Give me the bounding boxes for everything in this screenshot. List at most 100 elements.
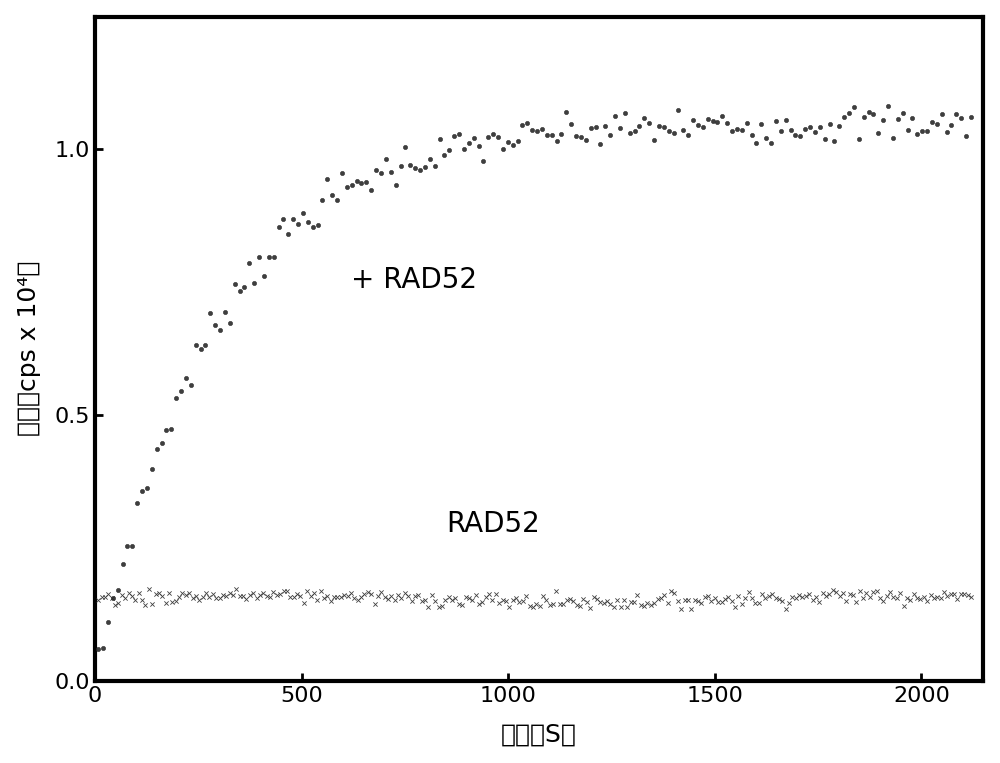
Point [926,592,942,604]
Point [235,590,251,602]
Point [528,597,544,610]
Point [104,591,120,604]
Point [245,587,261,599]
Point [761,590,777,602]
Point [535,591,551,603]
Point [612,122,628,134]
Point [627,125,643,137]
Point [778,603,794,615]
Point [97,591,113,603]
Point [222,317,238,329]
Point [164,596,180,608]
Point [158,597,174,609]
Point [115,558,131,570]
Point [207,319,223,331]
Point [685,114,701,127]
Point [212,324,228,336]
Point [757,592,773,604]
Point [763,137,779,150]
Point [495,594,511,606]
Point [198,588,214,600]
Point [255,587,271,599]
Point [505,594,521,606]
Point [436,149,452,161]
Point [534,123,550,135]
Point [262,591,278,604]
Point [529,125,545,137]
Point [801,588,817,600]
Point [285,213,301,225]
Point [818,590,834,602]
Point [393,159,409,172]
Point [309,594,325,607]
Point [461,137,477,150]
Point [592,138,608,150]
Point [289,588,305,600]
Point [259,590,275,602]
Point [900,124,916,137]
Point [286,591,302,604]
Point [549,134,565,146]
Point [334,167,350,179]
Point [656,588,672,600]
Point [545,597,561,610]
Point [292,590,308,602]
Point [242,589,258,601]
Point [349,175,365,188]
Point [892,588,908,600]
Point [656,121,672,134]
Point [427,159,443,172]
Point [343,587,359,599]
Point [188,339,204,351]
Point [117,592,133,604]
Point [812,121,828,133]
Point [508,591,524,604]
Point [797,123,813,135]
Point [653,592,669,604]
Point [619,600,635,613]
Point [660,597,676,610]
Point [778,114,794,126]
Point [488,588,504,600]
Point [451,597,467,610]
Point [855,592,871,604]
Point [583,121,599,134]
Point [825,584,841,597]
Point [437,594,453,606]
Point [336,588,352,600]
Point [451,128,467,140]
Point [114,589,130,601]
Point [303,590,319,602]
Point [787,129,803,141]
Point [710,596,726,608]
Point [885,132,901,144]
Point [916,591,932,603]
Point [680,594,696,606]
Point [748,137,764,149]
Point [865,108,881,121]
Point [826,135,842,147]
Point [835,587,851,599]
Point [215,589,231,601]
Point [151,587,167,599]
Point [956,588,972,600]
Point [788,591,804,604]
Point [269,589,285,601]
Point [734,124,750,137]
Point [693,597,709,609]
Point [714,596,730,608]
Point [208,591,224,604]
Point [124,540,140,552]
Point [324,189,340,201]
Point [807,126,823,138]
Point [144,463,160,475]
Point [458,591,474,603]
Point [858,587,874,599]
Point [360,586,376,598]
Point [256,270,272,282]
Point [265,585,281,597]
Point [703,595,719,607]
Point [792,130,808,143]
Point [505,139,521,151]
Point [144,597,160,610]
